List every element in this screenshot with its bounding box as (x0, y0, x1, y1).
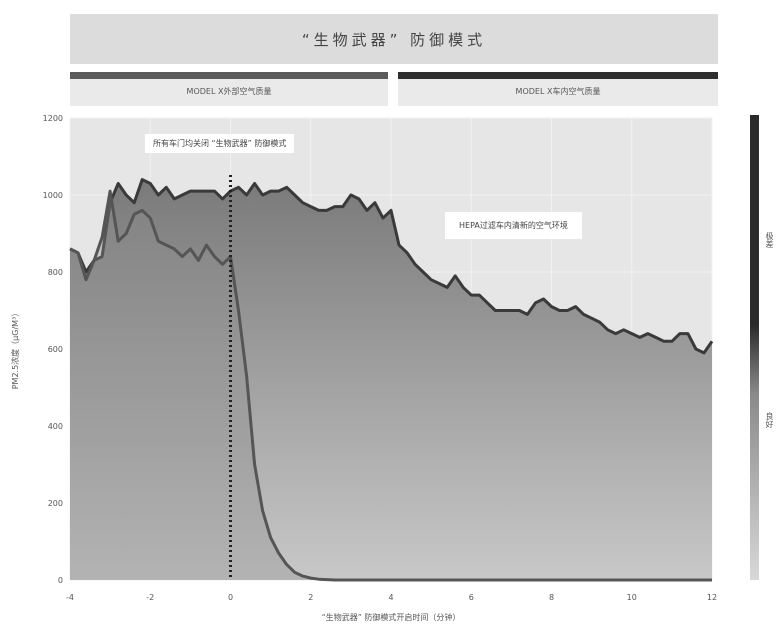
outside-air-area (70, 179, 712, 580)
x-tick-label: 6 (469, 593, 474, 602)
y-tick-label: 800 (48, 268, 63, 277)
cabin-air-band-label: MODEL X车内空气质量 (515, 87, 601, 96)
y-tick-label: 1000 (43, 191, 63, 200)
y-tick-label: 0 (58, 576, 63, 585)
cabin-air-line (69, 189, 712, 582)
cabin-air-band-stripe (398, 72, 718, 79)
colorbar-label-good: 良好 (765, 412, 774, 428)
cabin-air-area (70, 191, 712, 580)
x-tick-label: -2 (146, 593, 154, 602)
series-areas (69, 175, 714, 582)
x-tick-label: 12 (707, 593, 717, 602)
air-quality-colorbar (750, 115, 759, 580)
y-tick-label: 400 (48, 422, 63, 431)
x-tick-label: 4 (388, 593, 393, 602)
colorbar-label-bad: 极差 (765, 232, 774, 248)
activation-annotation: 所有车门均关闭 “生物武器” 防御模式 (145, 134, 295, 153)
y-tick-label: 600 (48, 345, 63, 354)
x-tick-label: 8 (549, 593, 554, 602)
outside-air-band-stripe (70, 72, 388, 79)
cabin-air-band: MODEL X车内空气质量 (398, 72, 718, 106)
x-tick-label: -4 (66, 593, 74, 602)
x-tick-label: 2 (308, 593, 313, 602)
hepa-annotation: HEPA过滤车内清新的空气环境 (445, 212, 582, 239)
outside-air-line (69, 178, 714, 355)
outside-air-band-label: MODEL X外部空气质量 (186, 87, 272, 96)
x-tick-label: 0 (228, 593, 233, 602)
x-axis-label: “生物武器” 防御模式开启时间（分钟） (322, 612, 461, 622)
x-tick-label: 10 (627, 593, 637, 602)
y-axis-label: PM2.5浓度（μG/M³） (10, 309, 20, 390)
outside-air-band: MODEL X外部空气质量 (70, 72, 388, 106)
axis-ticks: -4 -2 0 2 4 6 8 10 12 0 200 400 600 800 1000 1200 (43, 114, 717, 602)
y-tick-label: 200 (48, 499, 63, 508)
y-tick-label: 1200 (43, 114, 63, 123)
chart-title: “生物武器” 防御模式 (70, 14, 718, 64)
